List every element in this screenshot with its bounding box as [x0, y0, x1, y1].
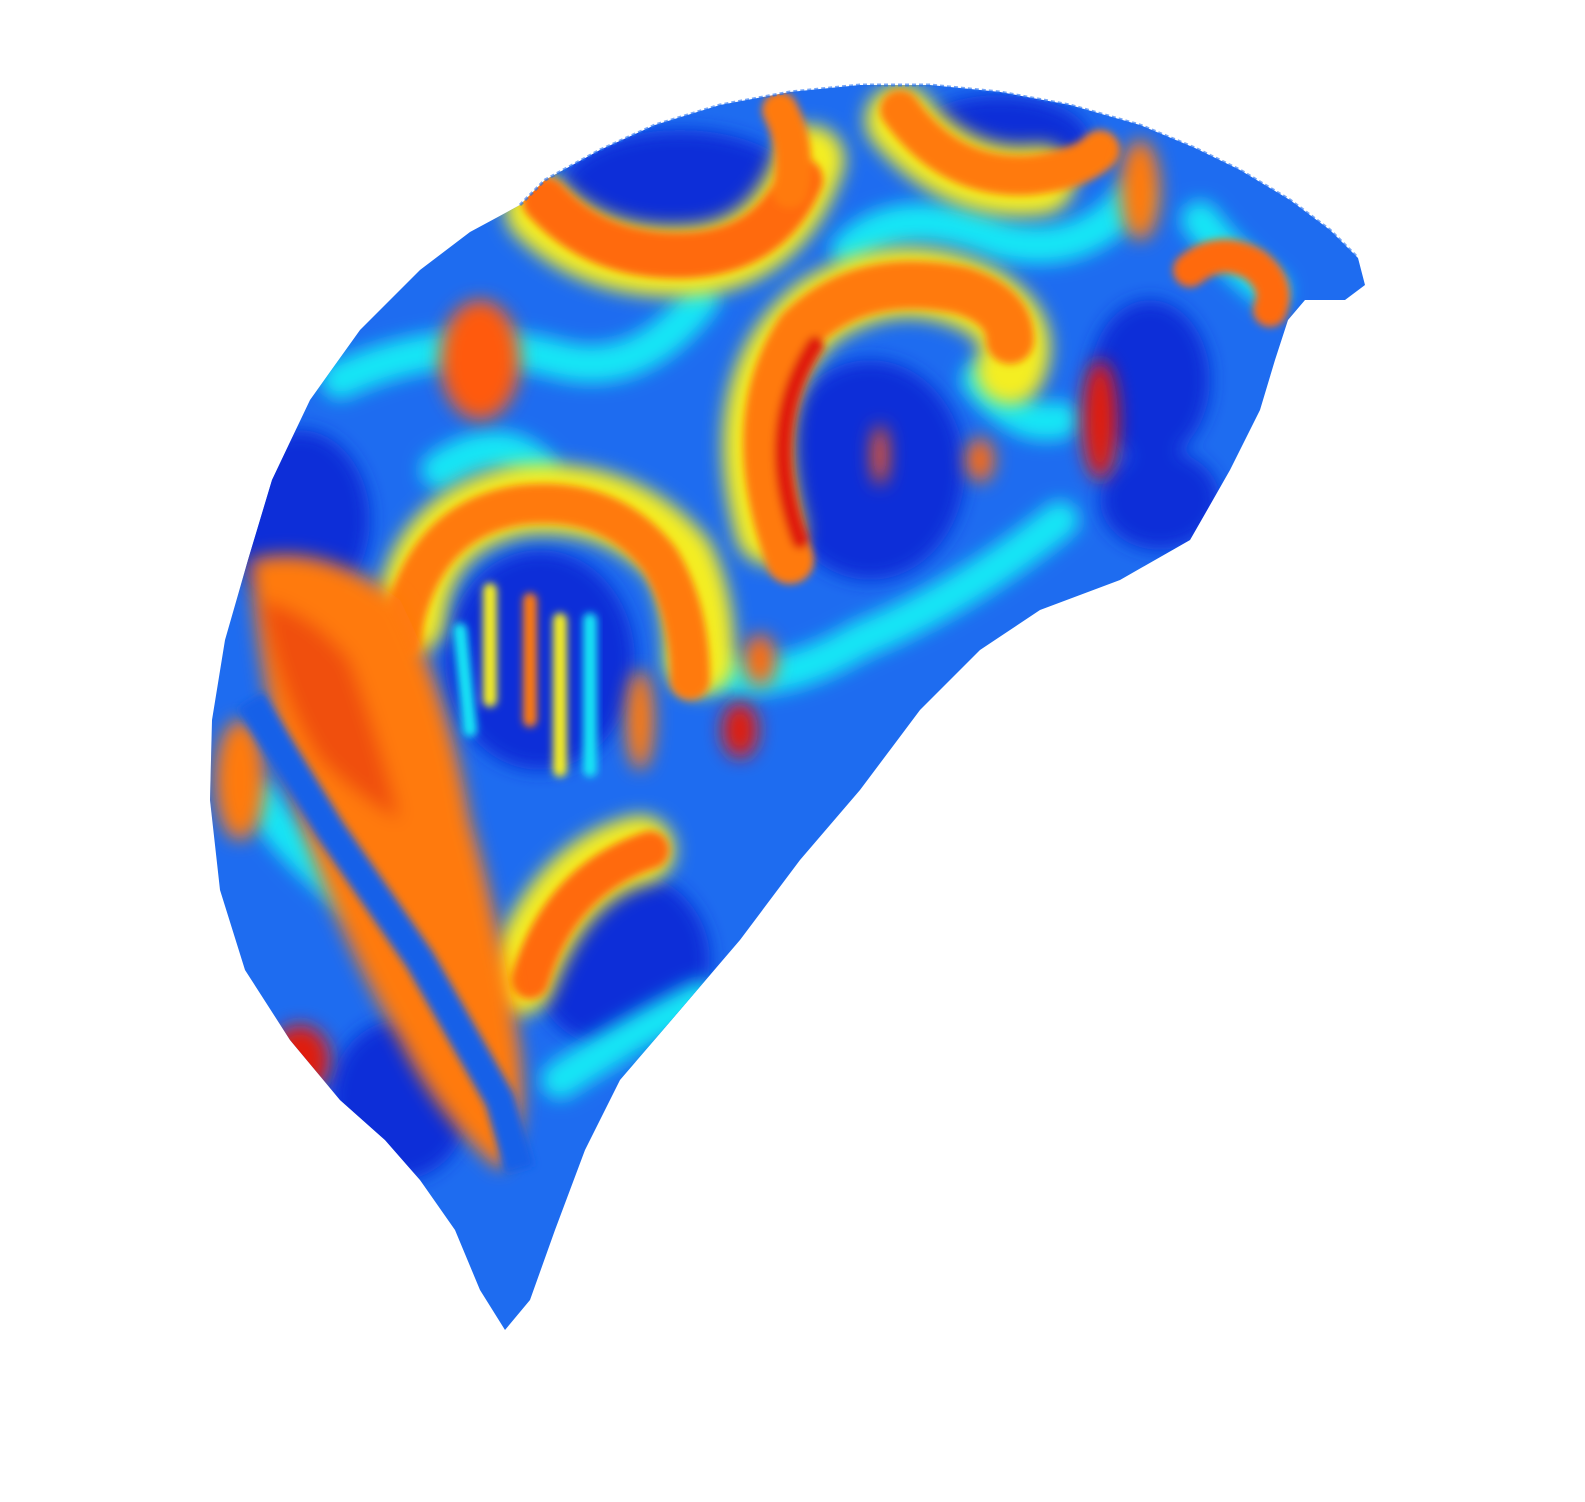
surface-edge [518, 83, 1360, 260]
field-band [831, 181, 1149, 269]
field-blob [440, 300, 520, 420]
field-blob [1100, 450, 1220, 550]
field-blob [1082, 360, 1118, 480]
field-ring [1173, 239, 1290, 327]
field-blob [626, 670, 654, 770]
field-band [671, 501, 1079, 695]
field-ring [380, 483, 710, 700]
field-blob [215, 720, 265, 840]
field-band [421, 431, 559, 489]
field-blob [270, 1025, 330, 1095]
field-blob [1090, 300, 1210, 460]
field-ring [774, 336, 824, 549]
field-band [321, 281, 719, 399]
field-ring [762, 92, 812, 208]
field-region [260, 600, 400, 820]
field-ring [880, 90, 1120, 196]
field-blob [445, 550, 635, 770]
surface-fold [237, 692, 535, 1175]
field-blob [744, 634, 776, 686]
field-ring [522, 157, 823, 279]
field-blob [966, 438, 994, 482]
field-blob [722, 702, 758, 758]
field-blob [872, 425, 888, 485]
field-blob [1120, 140, 1160, 240]
field-ring [511, 831, 669, 999]
field-blob [775, 360, 965, 580]
field-stripe [453, 623, 477, 737]
field-ring [743, 261, 1034, 584]
